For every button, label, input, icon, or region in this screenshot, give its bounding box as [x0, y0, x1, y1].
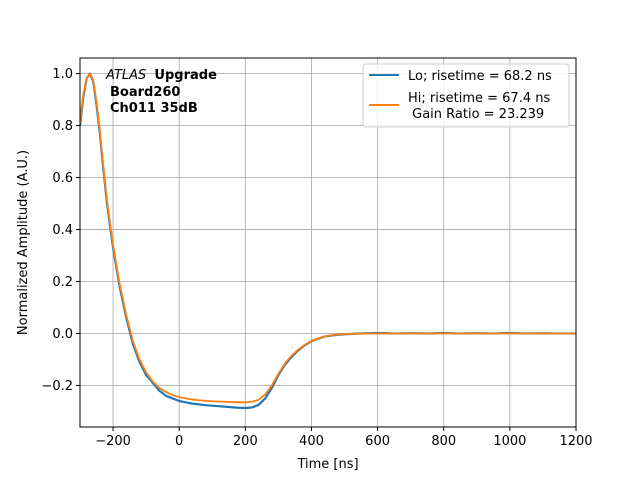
y-tick-label: 0.6	[52, 171, 73, 186]
legend-label-hi-line: Gain Ratio = 23.239	[408, 107, 544, 122]
legend-label-hi: Hi; risetime = 67.4 ns Gain Ratio = 23.2…	[408, 91, 550, 122]
x-tick-label: 0	[175, 434, 183, 449]
annotation-bold: Upgrade	[154, 68, 217, 83]
y-axis-label: Normalized Amplitude (A.U.)	[16, 150, 31, 335]
annotation-italic: ATLAS	[105, 68, 146, 83]
x-axis-label: Time [ns]	[296, 457, 358, 472]
legend-frame	[362, 63, 570, 128]
plot-frame	[79, 57, 577, 428]
y-tick-label: 0.4	[52, 223, 73, 238]
tick-layer: −200 0 200 400 600 800 1000 1200 −0.2 0.0 0.2 0.4 0.…	[41, 67, 592, 449]
svg-text:ATLAS Upgrade: ATLAS Upgrade	[105, 68, 217, 83]
annotation-board: Board260	[110, 85, 180, 100]
y-tick-label: −0.2	[41, 379, 73, 394]
series-layer	[80, 72, 576, 410]
x-tick-label: −200	[95, 434, 131, 449]
y-tick-label: 1.0	[52, 67, 73, 82]
series-line-hi	[80, 72, 576, 404]
y-tick-label: 0.0	[52, 327, 73, 342]
x-tick-label: 400	[299, 434, 324, 449]
legend-label-hi-line: Hi; risetime = 67.4 ns	[408, 91, 550, 106]
x-tick-label: 1200	[559, 434, 592, 449]
legend-label-lo: Lo; risetime = 68.2 ns	[408, 69, 552, 84]
x-tick-label: 1000	[493, 434, 526, 449]
x-tick-label: 200	[233, 434, 258, 449]
x-tick-label: 800	[431, 434, 456, 449]
x-tick-label: 600	[365, 434, 390, 449]
y-tick-label: 0.2	[52, 275, 73, 290]
legend: Lo; risetime = 68.2 ns Hi; risetime = 67…	[362, 63, 570, 128]
y-tick-label: 0.8	[52, 119, 73, 134]
atlas-annotation: ATLAS Upgrade Board260 Ch011 35dB	[105, 68, 217, 116]
annotation-channel: Ch011 35dB	[110, 101, 198, 116]
